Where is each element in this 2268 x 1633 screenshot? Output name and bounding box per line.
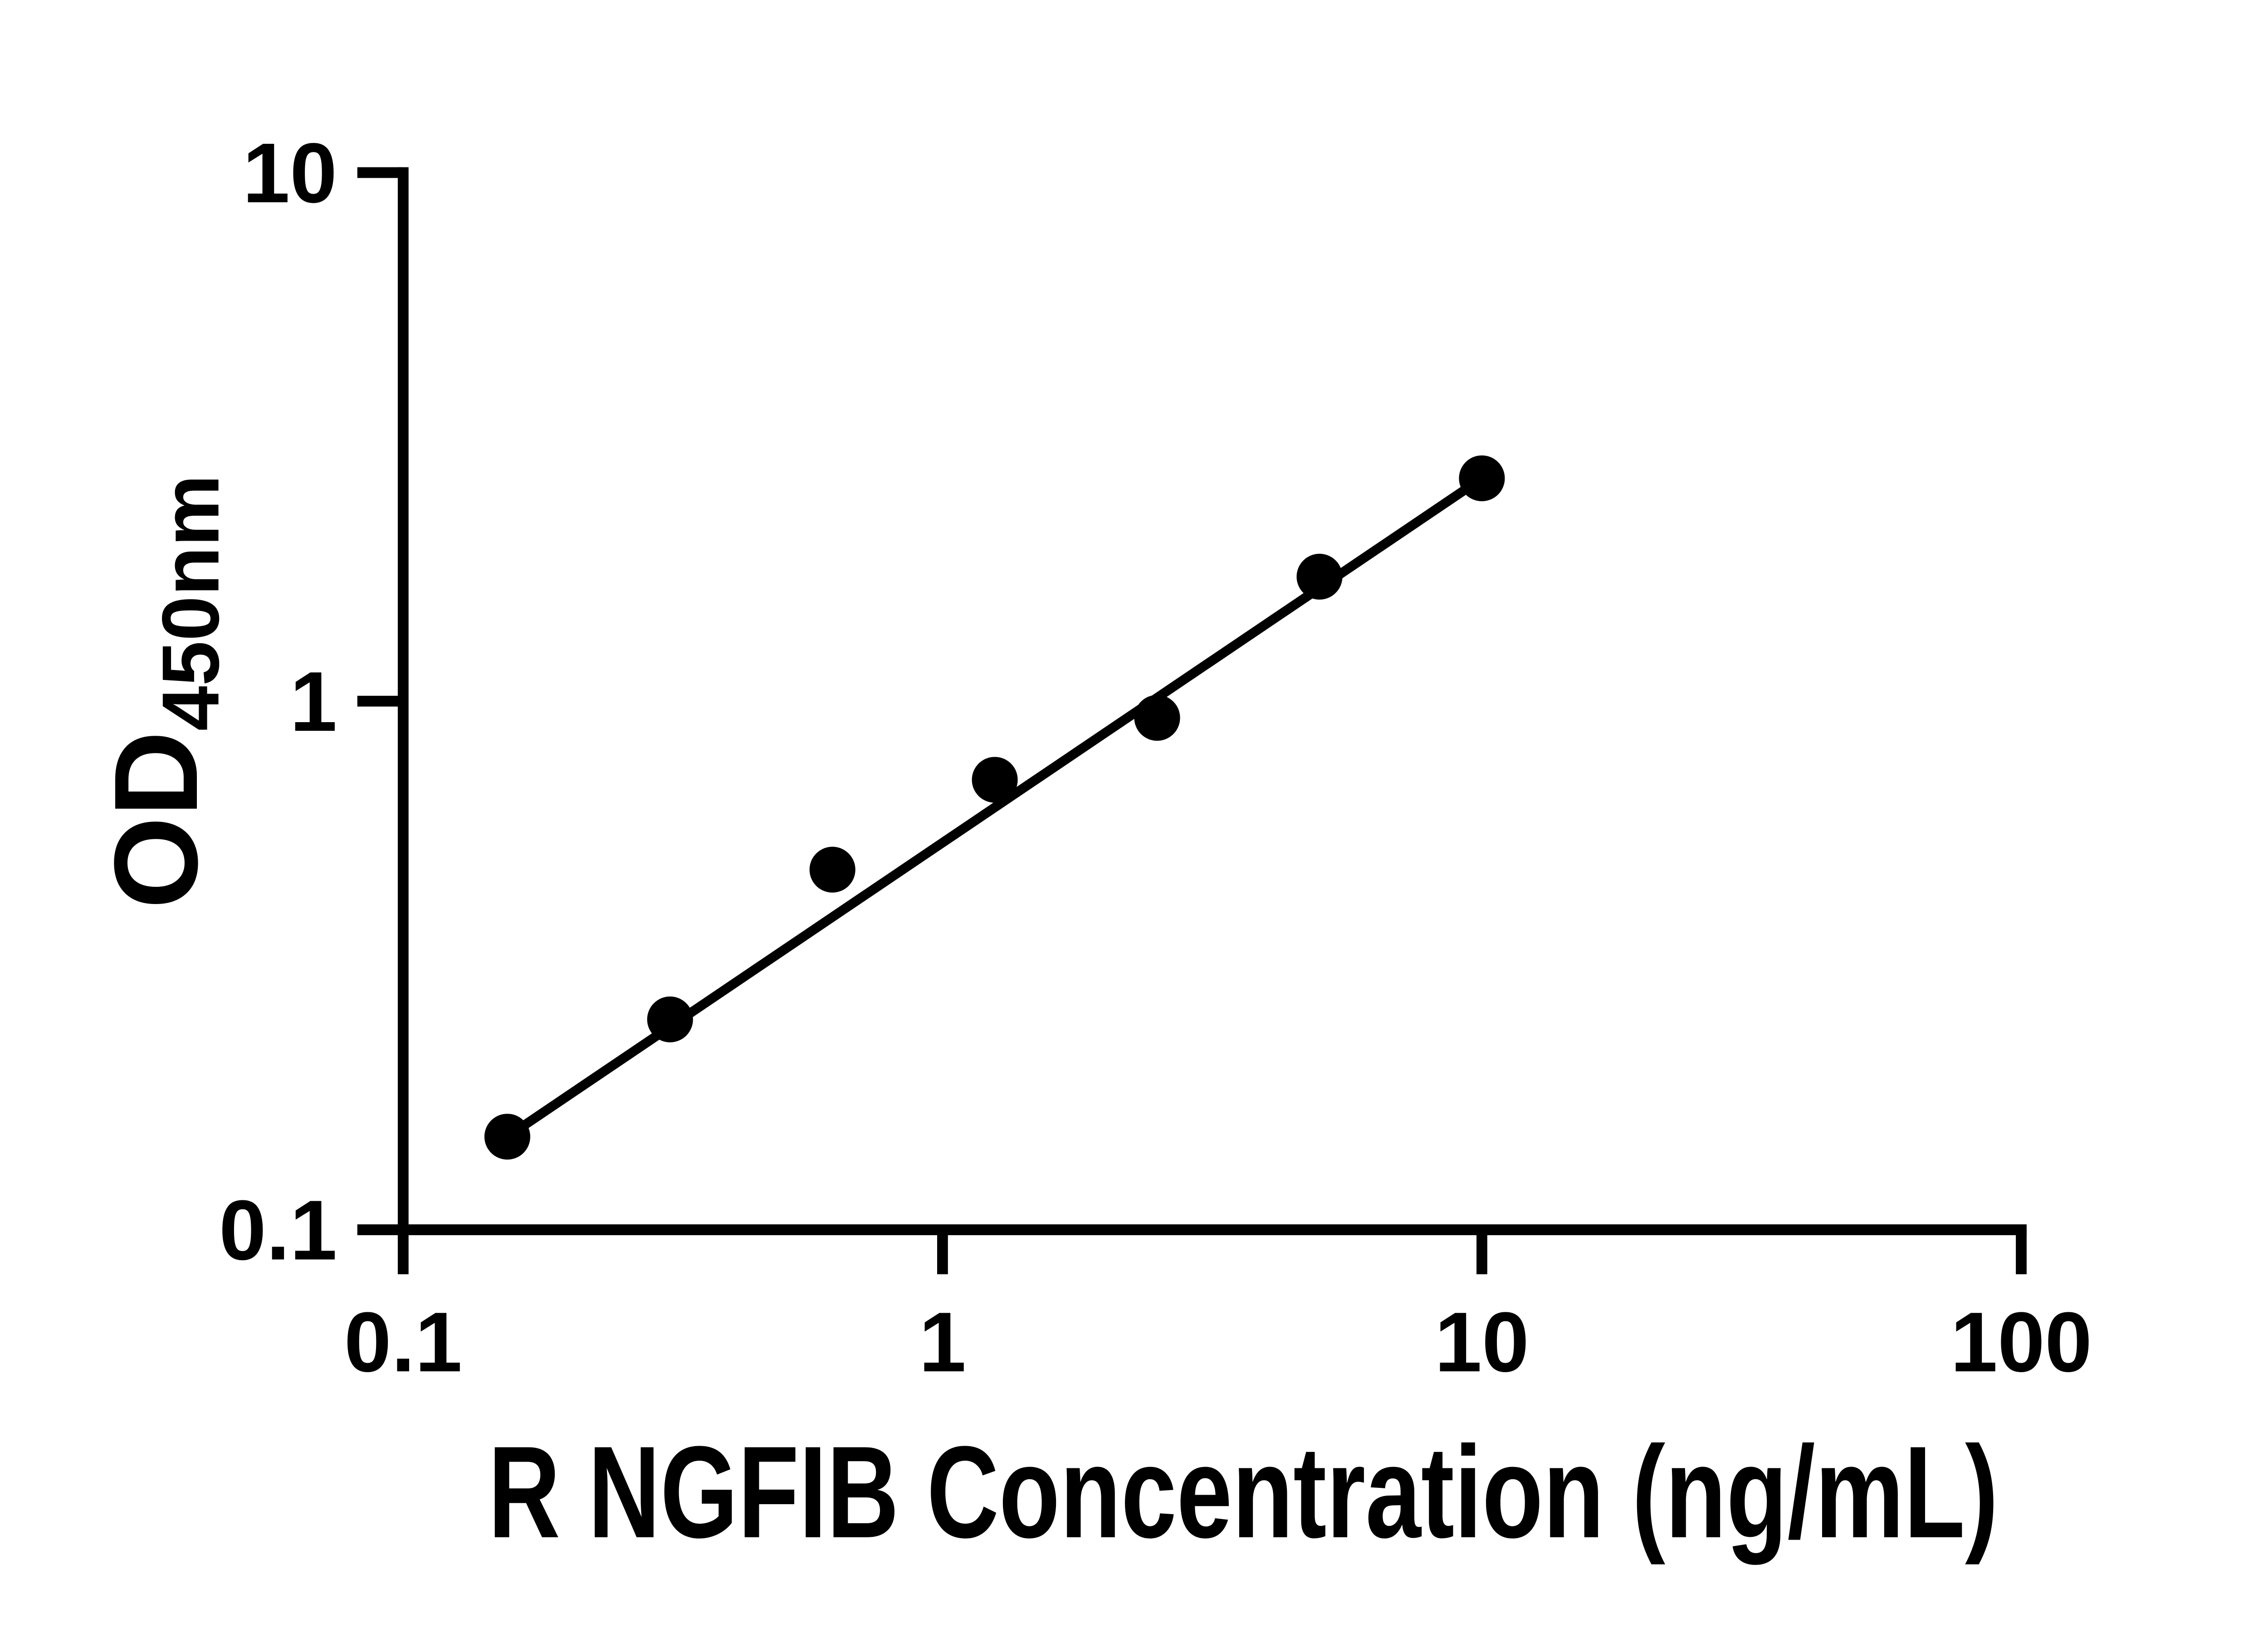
y-tick-label-1: 1 (290, 654, 337, 749)
x-tick-label-10: 10 (1435, 1294, 1529, 1389)
x-tick-label-1: 1 (919, 1294, 966, 1389)
y-tick-label-0.1: 0.1 (219, 1182, 337, 1277)
data-point (972, 757, 1018, 803)
data-point (484, 1114, 530, 1160)
y-ticks-group (357, 167, 403, 1235)
data-point (647, 996, 693, 1042)
y-axis-title: OD450nm (90, 474, 236, 909)
data-point (1134, 694, 1180, 741)
y-axis-title-subscript: 450nm (146, 474, 236, 731)
data-points-group (484, 455, 1505, 1160)
x-ticks-group (397, 1230, 2027, 1275)
y-tick-label-10: 10 (243, 125, 337, 220)
x-tick-label-0.1: 0.1 (344, 1294, 462, 1389)
x-tick-label-100: 100 (1950, 1294, 2092, 1389)
y-axis-title-main: OD (90, 731, 222, 909)
x-axis-title: R NGFIB Concentration (ng/mL) (488, 1419, 1998, 1566)
data-point (809, 846, 855, 893)
data-point (1459, 455, 1505, 502)
data-point (1296, 553, 1343, 600)
